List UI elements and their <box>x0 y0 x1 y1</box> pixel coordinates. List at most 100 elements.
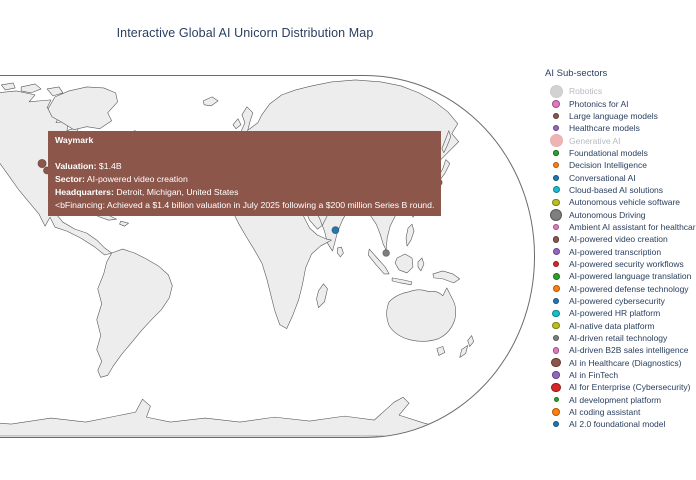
legend-marker-box <box>548 84 564 98</box>
legend-marker-icon <box>552 161 560 169</box>
legend-marker-icon <box>552 99 560 108</box>
legend-marker-box <box>548 397 564 403</box>
legend-marker-icon <box>552 321 560 330</box>
tooltip-row: Valuation: $1.4B <box>55 160 122 171</box>
legend-item[interactable]: Foundational models <box>545 147 696 159</box>
legend-item[interactable]: AI-native data platform <box>545 320 696 332</box>
page-title: Interactive Global AI Unicorn Distributi… <box>116 26 374 40</box>
legend-item-label: AI-powered language translation <box>569 271 692 282</box>
legend-marker-icon <box>552 297 560 305</box>
legend-item-label: Generative AI <box>569 135 621 146</box>
tooltip-row: <bFinancing: Achieved a $1.4 billion val… <box>55 199 435 210</box>
legend-items: Robotics Photonics for AI Large language m… <box>545 84 696 431</box>
legend-marker-icon <box>552 347 560 354</box>
legend-marker-box <box>548 309 564 318</box>
legend-item[interactable]: Large language models <box>545 110 696 122</box>
legend-item[interactable]: Autonomous Driving <box>545 208 696 221</box>
tooltip-company-name: Waymark <box>55 135 94 145</box>
legend-item[interactable]: Generative AI <box>545 134 696 148</box>
legend-item-label: Healthcare models <box>569 123 640 134</box>
legend-item[interactable]: Ambient AI assistant for healthcare <box>545 221 696 233</box>
legend-marker-box <box>548 382 564 393</box>
legend-marker-box <box>548 347 564 354</box>
tooltip-row: Sector: AI-powered video creation <box>55 173 188 184</box>
legend-item[interactable]: Cloud-based AI solutions <box>545 184 696 196</box>
legend-marker-icon <box>552 248 560 256</box>
legend-marker-box <box>548 198 564 207</box>
marker-us-midwest-a[interactable] <box>37 158 47 169</box>
legend-marker-icon <box>551 382 561 393</box>
marker-singapore[interactable] <box>382 249 390 257</box>
legend-item[interactable]: AI in FinTech <box>545 369 696 381</box>
legend-item-label: AI in Healthcare (Diagnostics) <box>569 357 682 368</box>
legend-marker-icon <box>552 272 560 280</box>
legend-item[interactable]: AI-powered language translation <box>545 270 696 282</box>
legend-marker-icon <box>551 407 561 417</box>
legend-item[interactable]: AI-powered HR platform <box>545 307 696 319</box>
legend-item-label: Decision Intelligence <box>569 160 647 171</box>
legend-item[interactable]: Conversational AI <box>545 171 696 183</box>
tooltip-spacer <box>55 147 434 160</box>
legend-item-label: AI-powered security workflows <box>569 258 684 269</box>
legend-marker-icon <box>552 309 560 318</box>
legend-marker-box <box>548 272 564 280</box>
legend-item[interactable]: Robotics <box>545 84 696 98</box>
legend-marker-box <box>548 236 564 243</box>
legend-item-label: Conversational AI <box>569 172 636 183</box>
legend-marker-icon <box>552 198 560 207</box>
legend-marker-box <box>548 285 564 293</box>
legend-item[interactable]: Healthcare models <box>545 122 696 134</box>
legend-item[interactable]: AI-driven retail technology <box>545 332 696 344</box>
legend-item-label: AI-native data platform <box>569 320 655 331</box>
legend-marker-icon <box>552 112 560 120</box>
legend-marker-box <box>548 407 564 417</box>
legend-item[interactable]: AI-powered defense technology <box>545 283 696 295</box>
legend-item[interactable]: AI in Healthcare (Diagnostics) <box>545 357 696 369</box>
legend-item[interactable]: AI-powered transcription <box>545 245 696 257</box>
legend-marker-box <box>548 124 564 132</box>
legend-item-label: Autonomous vehicle software <box>569 197 681 208</box>
legend-marker-box <box>548 260 564 268</box>
legend-marker-icon <box>552 124 560 132</box>
legend-item-label: AI development platform <box>569 394 662 405</box>
legend-item[interactable]: AI coding assistant <box>545 406 696 418</box>
legend-marker-icon <box>553 174 559 181</box>
legend-item-label: Photonics for AI <box>569 98 629 109</box>
legend-item-label: AI-powered transcription <box>569 246 662 257</box>
legend-item[interactable]: Photonics for AI <box>545 97 696 109</box>
legend-item[interactable]: AI-powered cybersecurity <box>545 295 696 307</box>
legend-marker-icon <box>552 236 560 243</box>
legend-marker-icon <box>553 150 559 156</box>
marker-india[interactable] <box>331 226 340 235</box>
legend-item-label: AI-powered defense technology <box>569 283 689 294</box>
legend-item-label: AI in FinTech <box>569 370 619 381</box>
legend-item[interactable]: AI development platform <box>545 394 696 406</box>
legend-marker-box <box>548 112 564 120</box>
legend-marker-icon <box>553 397 559 403</box>
legend-item-label: AI-powered HR platform <box>569 308 661 319</box>
legend-marker-icon <box>549 84 563 98</box>
tooltip-row: Headquarters: Detroit, Michigan, United … <box>55 186 239 197</box>
legend-marker-box <box>548 321 564 330</box>
legend-marker-icon <box>550 208 562 221</box>
tooltip-rows: Valuation: $1.4B Sector: AI-powered video… <box>55 160 434 212</box>
legend-item[interactable]: AI-powered video creation <box>545 233 696 245</box>
legend-marker-box <box>548 421 564 428</box>
legend-marker-box <box>548 371 564 379</box>
legend-marker-icon <box>551 357 561 368</box>
legend-item[interactable]: Decision Intelligence <box>545 159 696 171</box>
legend-item[interactable]: AI for Enterprise (Cybersecurity) <box>545 381 696 393</box>
legend-marker-icon <box>552 371 560 379</box>
legend-item[interactable]: AI-driven B2B sales intelligence <box>545 344 696 356</box>
legend-item[interactable]: AI 2.0 foundational model <box>545 418 696 430</box>
legend-item-label: AI-powered video creation <box>569 234 668 245</box>
legend-marker-box <box>548 161 564 169</box>
legend-item[interactable]: Autonomous vehicle software <box>545 196 696 208</box>
legend-item[interactable]: AI-powered security workflows <box>545 258 696 270</box>
legend-marker-icon <box>552 285 560 293</box>
legend-marker-box <box>548 297 564 305</box>
legend-marker-box <box>548 223 564 231</box>
legend-item-label: Ambient AI assistant for healthcare <box>569 221 696 232</box>
legend-marker-box <box>548 150 564 156</box>
legend-item-label: Robotics <box>569 86 603 97</box>
